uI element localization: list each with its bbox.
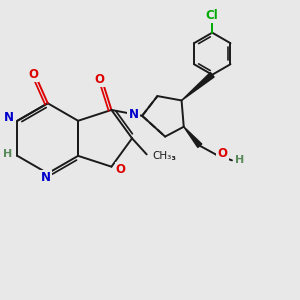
Polygon shape xyxy=(182,73,214,100)
Text: O: O xyxy=(28,68,38,80)
Text: H: H xyxy=(235,155,244,165)
Text: CH₃: CH₃ xyxy=(155,152,176,162)
Text: CH₃: CH₃ xyxy=(152,151,171,161)
Text: O: O xyxy=(116,163,126,176)
Text: N: N xyxy=(4,111,14,124)
Text: O: O xyxy=(218,146,227,160)
Text: O: O xyxy=(95,73,105,86)
Polygon shape xyxy=(184,127,202,147)
Text: N: N xyxy=(40,171,50,184)
Text: N: N xyxy=(129,108,139,121)
Text: H: H xyxy=(2,149,12,159)
Text: Cl: Cl xyxy=(206,9,219,22)
